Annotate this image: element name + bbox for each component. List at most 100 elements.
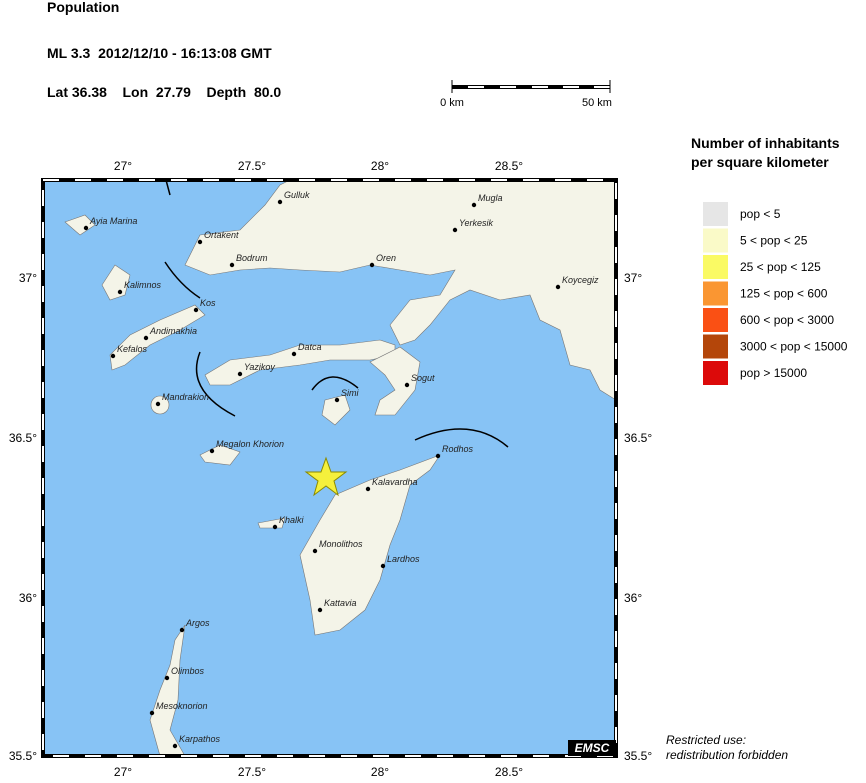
city-label: Oren (376, 253, 396, 263)
city-label: Mandrakion (162, 392, 209, 402)
legend-title: Number of inhabitants (691, 135, 840, 151)
city-label: Kefalos (117, 344, 148, 354)
scale-end: 50 km (582, 97, 612, 109)
city-label: Monolithos (319, 539, 363, 549)
epicenter (304, 456, 348, 497)
city-dot (179, 627, 185, 633)
lat-label: 36° (19, 591, 37, 605)
city-dot (380, 563, 386, 569)
lon-label: 28.5° (495, 159, 523, 173)
legend-swatch (703, 202, 728, 226)
city-label: Megalon Khorion (216, 439, 284, 449)
lon-label: 27° (114, 765, 132, 778)
lat-label: 36° (624, 591, 642, 605)
city-dot (143, 335, 149, 341)
lon-label: 27.5° (238, 159, 266, 173)
footer-note: Restricted use: (666, 733, 746, 747)
legend-swatch (703, 255, 728, 279)
city-label: Yerkesik (459, 218, 494, 228)
lon-label: 28.5° (495, 765, 523, 778)
legend-label: 3000 < pop < 15000 (740, 340, 848, 354)
city-label: Simi (341, 388, 359, 398)
legend-swatch (703, 228, 728, 253)
lat-label: 37° (19, 271, 37, 285)
badge: EMSC (575, 741, 610, 755)
lat-label: 35.5° (9, 749, 37, 763)
lon-label: 28° (371, 765, 389, 778)
city-dot (365, 486, 371, 492)
city-dot (277, 199, 283, 205)
city-label: Karpathos (179, 734, 221, 744)
scale-start: 0 km (440, 97, 464, 109)
city-label: Gulluk (284, 190, 310, 200)
footer-note: redistribution forbidden (666, 748, 788, 762)
scale-bar (451, 80, 611, 93)
city-dot (317, 607, 323, 613)
city-label: Kattavia (324, 598, 357, 608)
city-label: Mesoknorion (156, 701, 208, 711)
city-dot (312, 548, 318, 554)
legend-swatch (703, 281, 728, 306)
city-label: Yazikoy (244, 362, 275, 372)
city-label: Khalki (279, 515, 305, 525)
city-label: Argos (185, 618, 210, 628)
legend-label: pop < 5 (740, 207, 781, 221)
city-label: Bodrum (236, 253, 268, 263)
lat-label: 36.5° (624, 431, 652, 445)
city-dot (209, 448, 215, 454)
city-dot (471, 202, 477, 208)
city-dot (404, 382, 410, 388)
lat-label: 35.5° (624, 749, 652, 763)
legend-label: 600 < pop < 3000 (740, 313, 834, 327)
legend-label: 125 < pop < 600 (740, 287, 828, 301)
city-label: Ayia Marina (89, 216, 137, 226)
lat-label: 36.5° (9, 431, 37, 445)
legend-label: pop > 15000 (740, 366, 807, 380)
city-dot (452, 227, 458, 233)
event: ML 3.3 2012/12/10 - 16:13:08 GMT (47, 45, 272, 61)
lon-label: 28° (371, 159, 389, 173)
location: Lat 36.38 Lon 27.79 Depth 80.0 (47, 84, 281, 100)
city-label: Rodhos (442, 444, 474, 454)
city-dot (155, 401, 161, 407)
city-dot (369, 262, 375, 268)
city-label: Olimbos (171, 666, 205, 676)
city-dot (237, 371, 243, 377)
city-dot (110, 353, 116, 359)
legend-swatch (703, 308, 728, 332)
city-dot (334, 397, 340, 403)
city-dot (197, 239, 203, 245)
city-label: Lardhos (387, 554, 420, 564)
legend-swatch (703, 334, 728, 359)
city-dot (193, 307, 199, 313)
title: Population (47, 0, 119, 15)
city-dot (117, 289, 123, 295)
city-label: Kos (200, 298, 216, 308)
city-dot (149, 710, 155, 716)
lat-label: 37° (624, 271, 642, 285)
city-label: Sogut (411, 373, 435, 383)
city-label: Ortakent (204, 230, 239, 240)
city-label: Andimakhia (149, 326, 197, 336)
city-dot (172, 743, 178, 749)
city-dot (229, 262, 235, 268)
map (41, 178, 618, 758)
city-dot (435, 453, 441, 459)
city-label: Mugla (478, 193, 503, 203)
city-dot (83, 225, 89, 231)
legend-title: per square kilometer (691, 154, 829, 170)
legend-label: 25 < pop < 125 (740, 260, 821, 274)
city-dot (164, 675, 170, 681)
city-dot (291, 351, 297, 357)
lon-label: 27.5° (238, 765, 266, 778)
legend-label: 5 < pop < 25 (740, 234, 808, 248)
lon-label: 27° (114, 159, 132, 173)
city-dot (555, 284, 561, 290)
legend-swatch (703, 361, 728, 385)
city-dot (272, 524, 278, 530)
city-label: Kalavardha (372, 477, 418, 487)
city-label: Kalimnos (124, 280, 162, 290)
city-label: Datca (298, 342, 322, 352)
city-label: Koycegiz (562, 275, 599, 285)
